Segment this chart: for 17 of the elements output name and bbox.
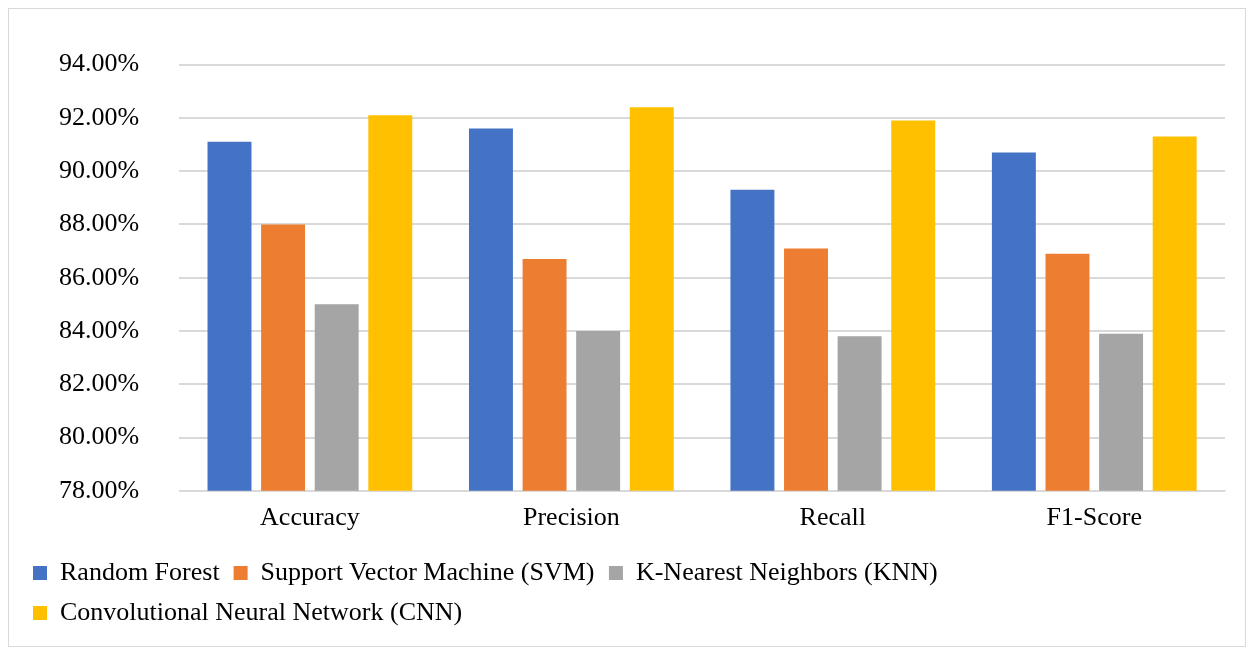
x-tick-label: F1-Score [1046, 502, 1142, 532]
y-tick-label: 84.00% [58, 314, 140, 344]
legend-label: Convolutional Neural Network (CNN) [60, 596, 463, 626]
y-tick-label: 94.00% [58, 48, 140, 78]
y-tick-label: 80.00% [58, 421, 140, 451]
y-tick-label: 88.00% [58, 208, 140, 238]
x-tick-label: Precision [522, 502, 620, 532]
y-tick-label: 92.00% [58, 101, 140, 131]
legend-label: K-Nearest Neighbors (KNN) [635, 556, 938, 586]
x-tick-label: Recall [799, 502, 867, 532]
y-tick-label: 86.00% [58, 261, 140, 291]
legend-label: Support Vector Machine (SVM) [260, 556, 595, 586]
legend-label: Random Forest [60, 556, 221, 586]
y-tick-label: 90.00% [58, 154, 140, 184]
x-tick-label: Accuracy [260, 502, 360, 532]
y-tick-label: 78.00% [58, 474, 140, 504]
y-tick-label: 82.00% [58, 368, 140, 398]
